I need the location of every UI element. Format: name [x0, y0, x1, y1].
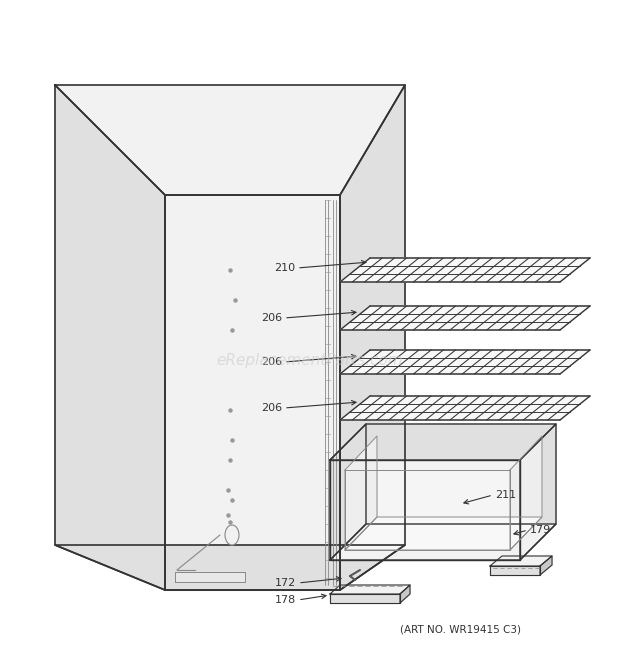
Polygon shape	[540, 556, 552, 575]
Polygon shape	[55, 85, 165, 590]
Polygon shape	[330, 424, 556, 460]
Ellipse shape	[225, 525, 239, 545]
Polygon shape	[345, 436, 377, 550]
Polygon shape	[340, 85, 405, 590]
Polygon shape	[340, 350, 590, 374]
Polygon shape	[165, 195, 340, 590]
Polygon shape	[330, 594, 400, 603]
Polygon shape	[345, 470, 510, 550]
Polygon shape	[55, 85, 405, 195]
Text: 172: 172	[275, 578, 296, 588]
Polygon shape	[330, 460, 520, 560]
Text: 179: 179	[530, 525, 551, 535]
Text: 206: 206	[261, 313, 282, 323]
Polygon shape	[340, 306, 590, 330]
Polygon shape	[490, 556, 552, 566]
Text: (ART NO. WR19415 C3): (ART NO. WR19415 C3)	[399, 625, 521, 635]
Text: 206: 206	[261, 403, 282, 413]
Text: 178: 178	[275, 595, 296, 605]
Polygon shape	[340, 258, 590, 282]
Polygon shape	[400, 585, 410, 603]
Polygon shape	[510, 436, 542, 550]
Text: 211: 211	[495, 490, 516, 500]
Text: eReplacementParts.com: eReplacementParts.com	[216, 352, 404, 368]
Polygon shape	[55, 545, 405, 590]
Polygon shape	[345, 517, 542, 550]
Polygon shape	[175, 572, 245, 582]
Text: 210: 210	[274, 263, 295, 273]
Polygon shape	[340, 396, 590, 420]
Polygon shape	[330, 524, 556, 560]
Polygon shape	[520, 424, 556, 560]
Polygon shape	[490, 566, 540, 575]
Polygon shape	[330, 585, 410, 594]
Polygon shape	[330, 424, 366, 560]
Text: 206: 206	[261, 357, 282, 367]
